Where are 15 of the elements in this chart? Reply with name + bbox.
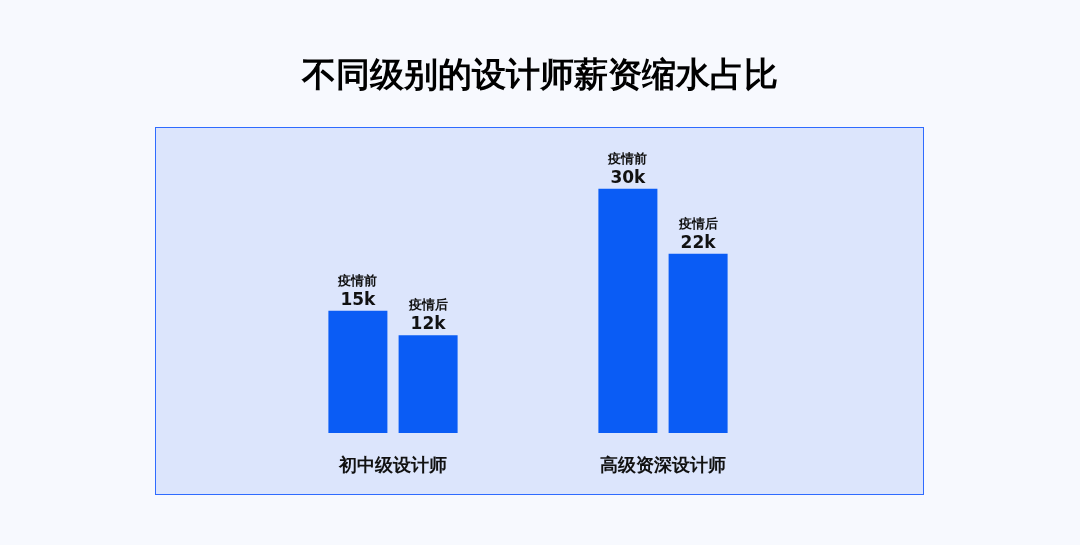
x-tick-label: 初中级设计师 [338,453,447,475]
data-label: 12k [410,313,447,334]
bar [328,310,388,433]
data-label: 15k [340,288,377,309]
bar [398,335,458,433]
chart-title: 不同级别的设计师薪资缩水占比 [301,54,778,94]
series-label: 疫情后 [407,297,448,313]
data-label: 30k [610,166,647,187]
text: 疫情后 [678,215,718,231]
text: 疫情前 [608,150,648,166]
bar [598,188,658,433]
series-label: 疫情前 [337,272,378,288]
data-label: 22k [680,231,717,252]
bar [668,253,728,433]
x-tick-label: 高级资深设计师 [600,453,726,475]
